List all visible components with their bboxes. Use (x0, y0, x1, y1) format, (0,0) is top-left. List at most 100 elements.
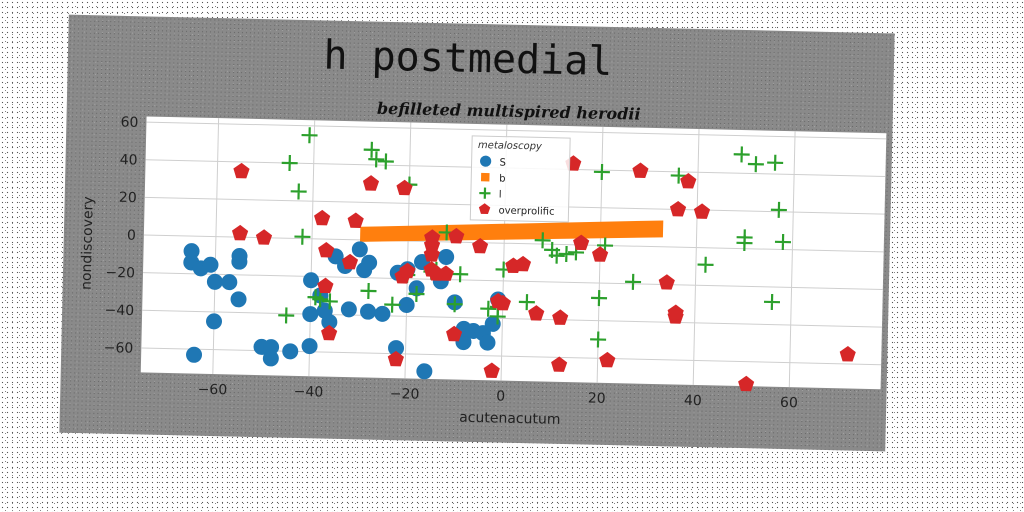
point-l (290, 183, 307, 200)
x-gridline (404, 122, 412, 379)
x-gridline (788, 131, 796, 388)
chart-figure: h postmedial befilleted multispired hero… (59, 14, 895, 452)
point-s (438, 248, 455, 265)
point-l (278, 307, 295, 324)
point-l (767, 154, 784, 171)
point-overprolific (599, 351, 616, 368)
point-overprolific (318, 241, 335, 258)
point-l (590, 331, 607, 348)
point-s (186, 346, 203, 363)
point-l (360, 282, 377, 299)
point-s (416, 363, 433, 380)
point-overprolific (448, 227, 465, 244)
chart-subtitle: befilleted multispired herodii (377, 99, 641, 124)
point-overprolific (423, 246, 440, 262)
point-overprolific (591, 246, 609, 262)
point-overprolific (839, 346, 856, 362)
point-s (398, 297, 415, 314)
point-s (230, 291, 247, 308)
point-l (593, 163, 610, 181)
legend: metaloscopy Sbl overprolific (469, 135, 571, 223)
point-overprolific (321, 324, 338, 341)
point-l (294, 228, 311, 245)
legend-marker (478, 203, 491, 215)
point-overprolific (552, 309, 569, 325)
point-overprolific (680, 172, 697, 189)
legend-marker (480, 172, 490, 182)
point-l (625, 273, 642, 290)
x-tick-label: 20 (588, 391, 606, 407)
point-l (534, 232, 551, 249)
point-overprolific (514, 255, 532, 272)
tick-labels: −60 −40 −20 0 20 40 60 −60 −40 −20 0 20 40 60 (104, 115, 798, 412)
point-s (301, 338, 318, 355)
x-tick-label: 40 (684, 393, 702, 409)
y-gridline (146, 121, 887, 140)
y-tick-label: −60 (104, 340, 134, 357)
x-gridline (692, 128, 700, 385)
point-overprolific (483, 362, 500, 378)
point-overprolific (472, 237, 489, 254)
point-overprolific (551, 356, 568, 372)
point-overprolific (658, 274, 675, 290)
point-l (697, 256, 714, 273)
y-tick-label: 40 (120, 152, 138, 168)
point-s (479, 334, 496, 351)
point-l (770, 201, 787, 218)
legend-label: overprolific (498, 205, 554, 217)
point-overprolific (446, 325, 463, 342)
x-axis-label: acutenacutum (459, 410, 561, 428)
point-overprolific (632, 162, 649, 179)
point-l (368, 151, 385, 168)
legend-label: b (499, 173, 506, 184)
point-s (206, 273, 223, 290)
x-tick-label: −60 (197, 382, 227, 399)
point-overprolific (667, 304, 684, 320)
point-s (388, 340, 405, 357)
legend-marker (480, 155, 492, 167)
point-l (307, 289, 324, 306)
point-s (231, 248, 248, 265)
legend-title: metaloscopy (478, 140, 543, 152)
point-l (377, 153, 394, 170)
y-gridline (143, 272, 883, 290)
point-l (558, 246, 575, 263)
point-s (202, 256, 219, 273)
data-points (183, 127, 856, 392)
legend-label: S (499, 157, 506, 168)
point-s (302, 306, 319, 323)
point-l (518, 294, 535, 311)
point-overprolific (399, 262, 416, 279)
point-l (736, 229, 753, 246)
y-tick-label: −40 (104, 302, 134, 319)
point-s (351, 241, 368, 258)
point-overprolific (423, 236, 441, 253)
point-overprolific (494, 294, 511, 311)
point-s (303, 272, 320, 289)
point-overprolific (362, 175, 380, 191)
point-s (206, 313, 223, 330)
point-overprolific (341, 253, 359, 270)
x-tick-label: −20 (390, 386, 420, 403)
point-s (262, 350, 279, 367)
point-overprolific (693, 203, 711, 219)
chart-title: h postmedial (323, 32, 613, 85)
point-l (763, 293, 781, 311)
point-s (221, 274, 238, 291)
point-overprolific (255, 229, 273, 245)
point-s (374, 305, 391, 322)
y-axis-label: nondiscovery (79, 196, 97, 290)
y-tick-label: 0 (127, 228, 136, 244)
point-overprolific (314, 209, 331, 226)
point-l (670, 167, 687, 184)
legend-box (469, 135, 571, 223)
point-overprolific (387, 350, 404, 367)
point-overprolific (396, 179, 413, 196)
point-l (321, 293, 338, 310)
x-gridline (308, 120, 316, 377)
point-l (446, 296, 463, 313)
point-l (452, 266, 469, 283)
point-s (360, 303, 377, 320)
point-s (340, 301, 357, 318)
point-l (591, 290, 608, 307)
